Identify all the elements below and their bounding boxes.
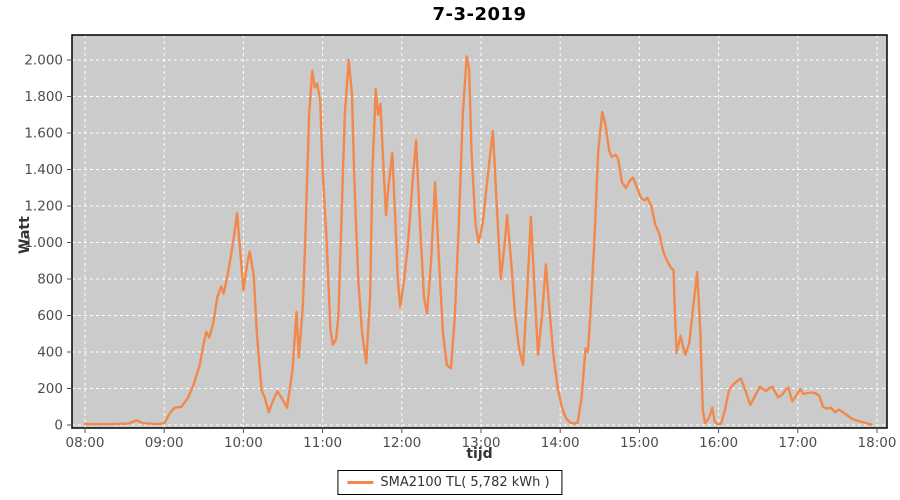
x-tick-label: 16:00 — [699, 435, 738, 451]
plot-background — [72, 35, 887, 428]
y-tick-label: 200 — [37, 381, 63, 397]
y-tick-label: 2.000 — [24, 53, 63, 69]
x-tick-label: 18:00 — [858, 435, 897, 451]
chart-title: 7-3-2019 — [432, 4, 527, 25]
y-tick-label: 1.600 — [24, 126, 63, 142]
x-axis-title: tijd — [466, 446, 493, 462]
x-tick-label: 09:00 — [145, 435, 184, 451]
x-tick-label: 13:00 — [462, 435, 501, 451]
series-line — [83, 55, 873, 426]
x-tick-label: 08:00 — [66, 435, 105, 451]
y-tick-label: 1.000 — [24, 235, 63, 251]
x-tick-label: 17:00 — [778, 435, 817, 451]
legend: SMA2100 TL( 5,782 kWh ) — [337, 470, 563, 495]
plot-border — [71, 34, 888, 429]
legend-line-swatch — [347, 481, 374, 484]
y-tick-label: 1.200 — [24, 199, 63, 215]
y-tick-label: 1.800 — [24, 89, 63, 105]
y-tick-label: 1.400 — [24, 162, 63, 178]
x-tick-label: 10:00 — [224, 435, 263, 451]
y-tick-label: 600 — [37, 308, 63, 324]
x-tick-label: 11:00 — [303, 435, 342, 451]
y-tick-label: 400 — [37, 345, 63, 361]
x-tick-label: 14:00 — [541, 435, 580, 451]
legend-series-label: SMA2100 TL( 5,782 kWh ) — [380, 475, 550, 490]
x-tick-label: 12:00 — [382, 435, 421, 451]
y-tick-label: 800 — [37, 272, 63, 288]
y-tick-label: 0 — [54, 418, 63, 434]
y-axis-title: Watt — [17, 216, 33, 254]
x-tick-label: 15:00 — [620, 435, 659, 451]
